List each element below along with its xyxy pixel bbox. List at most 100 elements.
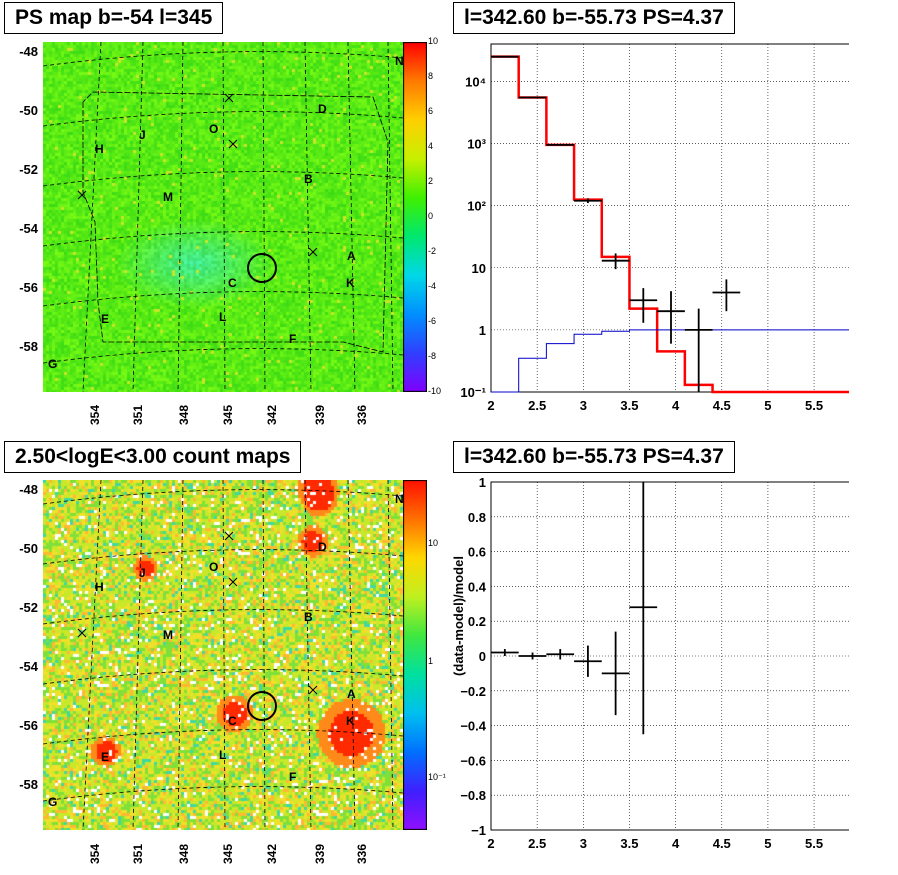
spectrum-plot: 2 2.5 3 3.5 4 4.5 5 5.5 10⁻¹ 1 10 10² 10³ 10⁴ — [460, 43, 849, 413]
latitude-gridline — [43, 786, 403, 802]
model-source-line — [491, 329, 849, 393]
spectrum-title: l=342.60 b=-55.73 PS=4.37 — [453, 2, 735, 34]
x-tick-label: 5 — [764, 398, 771, 413]
source-label: G — [48, 795, 58, 809]
source-label: O — [209, 560, 219, 574]
colorbar-tick: 6 — [428, 106, 434, 116]
x-tick-label: 3.5 — [620, 398, 638, 413]
map-y-tick: -48 — [19, 482, 38, 497]
map-x-tick: 348 — [177, 404, 191, 425]
source-cross — [77, 628, 87, 638]
map-y-tick: -52 — [19, 162, 38, 177]
x-tick-label: 4.5 — [713, 398, 731, 413]
map-y-tick: -58 — [19, 339, 38, 354]
source-label: A — [347, 687, 356, 701]
source-label: H — [95, 142, 104, 156]
source-label: F — [289, 332, 297, 346]
ps-colorbar — [403, 42, 427, 392]
source-label: K — [346, 276, 355, 290]
x-tick-label: 3 — [580, 836, 587, 851]
source-cross — [228, 139, 238, 149]
colorbar-tick: 2 — [428, 176, 434, 186]
source-cross — [228, 577, 238, 587]
x-tick-label: 4 — [672, 398, 680, 413]
colorbar-tick: 10 — [428, 36, 439, 46]
source-cross — [224, 93, 234, 103]
source-label: L — [219, 748, 227, 762]
colorbar-tick: 8 — [428, 71, 434, 81]
source-label: G — [48, 357, 58, 371]
map-x-tick: 348 — [177, 843, 191, 864]
longitude-gridline — [132, 480, 144, 830]
source-label: C — [228, 276, 237, 290]
longitude-gridline — [82, 42, 102, 392]
y-tick-label: 0.6 — [468, 545, 486, 560]
latitude-gridline — [43, 171, 403, 187]
source-cross — [224, 531, 234, 541]
longitude-gridline — [347, 480, 356, 830]
source-label: F — [289, 770, 297, 784]
source-label: H — [95, 580, 104, 594]
source-label: N — [395, 492, 404, 506]
x-tick-label: 3 — [580, 398, 587, 413]
longitude-gridline — [177, 42, 184, 392]
latitude-gridline — [43, 231, 403, 247]
y-tick-label: 0.2 — [468, 614, 486, 629]
map-y-tick: -50 — [19, 541, 38, 556]
map-x-tick: 342 — [265, 404, 279, 425]
x-tick-label: 2.5 — [528, 398, 546, 413]
y-axis-label: (data-model)/model — [451, 556, 466, 676]
residual-title: l=342.60 b=-55.73 PS=4.37 — [453, 441, 735, 473]
source-label: D — [318, 102, 327, 116]
colorbar-tick: 10⁻¹ — [428, 772, 446, 782]
source-label: E — [101, 750, 110, 764]
longitude-gridline — [304, 480, 312, 830]
y-tick-label: 10³ — [467, 137, 486, 152]
map-x-tick: 342 — [265, 843, 279, 864]
source-cross — [308, 247, 318, 257]
map-x-tick: 339 — [313, 843, 327, 864]
source-label: B — [304, 610, 313, 624]
y-tick-label: 10² — [467, 199, 486, 214]
source-label: C — [228, 714, 237, 728]
longitude-gridline — [387, 480, 394, 830]
x-tick-label: 4.5 — [713, 836, 731, 851]
residual-plot: 2 2.5 3 3.5 4 4.5 5 5.5 −1 −0.8 −0.6 −0.4 −0.2 0 0.2 0.… — [451, 475, 849, 851]
y-tick-label: −0.2 — [460, 684, 486, 699]
y-tick-label: −0.8 — [460, 788, 486, 803]
map-x-tick: 336 — [355, 843, 369, 864]
y-tick-label: 10 — [472, 261, 486, 276]
colorbar-tick: -10 — [428, 386, 442, 396]
model-total-line — [491, 55, 849, 394]
region-contour — [82, 91, 389, 353]
map-x-tick: 354 — [88, 404, 102, 425]
colorbar-tick: 1 — [428, 656, 434, 666]
ps-map-title: PS map b=-54 l=345 — [4, 2, 224, 34]
y-tick-label: 1 — [479, 323, 486, 338]
count-colorbar — [403, 480, 427, 830]
plot-frame — [490, 43, 849, 393]
map-y-tick: -52 — [19, 600, 38, 615]
map-x-tick: 351 — [131, 404, 145, 425]
x-tick-label: 2 — [487, 398, 494, 413]
source-label: A — [347, 249, 356, 263]
y-tick-label: 0 — [479, 649, 486, 664]
longitude-gridline — [304, 42, 312, 392]
longitude-gridline — [222, 42, 226, 392]
y-tick-label: 1 — [479, 475, 486, 490]
map-y-tick: -50 — [19, 103, 38, 118]
source-label: K — [346, 714, 355, 728]
source-label: L — [219, 310, 227, 324]
plot-frame — [490, 481, 849, 831]
x-tick-label: 2 — [487, 836, 494, 851]
source-label: O — [209, 122, 219, 136]
longitude-gridline — [177, 480, 184, 830]
target-circle — [247, 253, 277, 283]
map-x-tick: 336 — [355, 404, 369, 425]
map-x-tick: 345 — [221, 843, 235, 864]
source-label: M — [163, 628, 173, 642]
x-tick-label: 4 — [672, 836, 680, 851]
map-x-tick: 354 — [88, 843, 102, 864]
